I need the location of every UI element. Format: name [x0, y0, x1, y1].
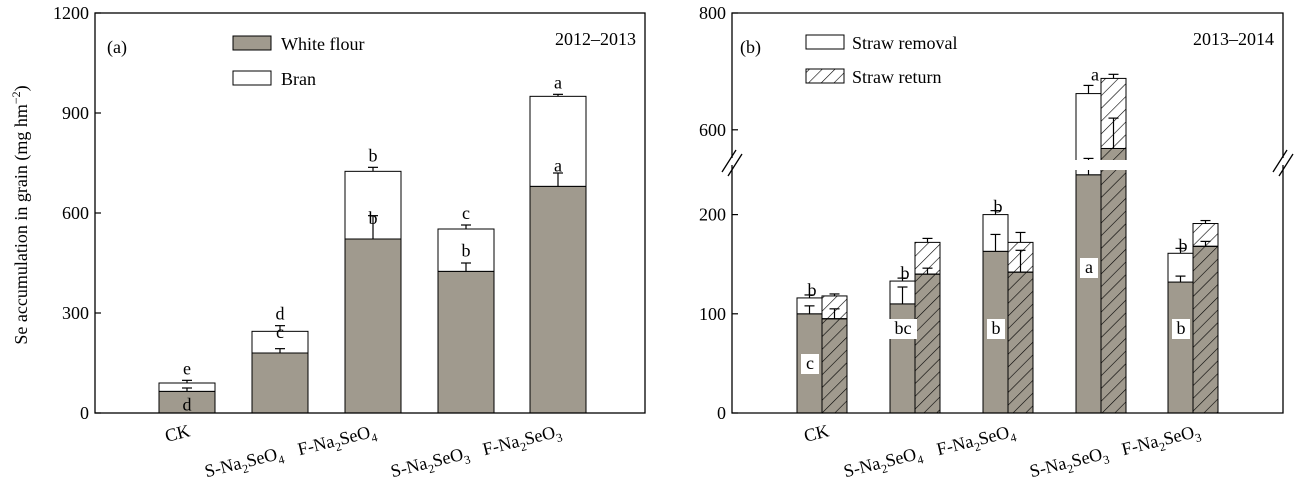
x-tick-label: CK [802, 420, 831, 445]
y-tick-label: 0 [80, 403, 89, 423]
y-tick-label: 1200 [53, 3, 89, 23]
legend-swatch-white-flour [232, 35, 272, 51]
axis-break-mark-right [1272, 149, 1288, 173]
axis-break-mark-left [721, 149, 737, 173]
x-tick-label: F-Na2SeO4 [296, 420, 379, 463]
y-tick-label: 600 [62, 203, 89, 223]
y-tick-label: 600 [699, 120, 726, 140]
bar-white-flour [344, 238, 402, 414]
sig-letter-white-flour: a [554, 155, 562, 175]
sig-letter-flour-bg [801, 354, 819, 374]
y-tick-label: 0 [717, 403, 726, 423]
sig-letter-white-flour: c [276, 322, 284, 342]
bar-white-flour [529, 185, 587, 414]
y-tick-label: 200 [699, 205, 726, 225]
sig-letter-flour-bg [889, 319, 917, 339]
sig-letter-white-flour: b [462, 240, 471, 260]
legend-swatch-straw-return [805, 68, 845, 84]
x-tick-label: S-Na2SeO3 [1028, 442, 1111, 482]
panel-b-legend: Straw removal Straw return [805, 33, 957, 87]
sig-letter-top: b [808, 280, 817, 300]
bar-removal-flour [1167, 281, 1194, 414]
legend-label-bran: Bran [281, 69, 316, 89]
bar-return-flour-hatch [1100, 147, 1127, 414]
sig-letter-bran: a [554, 72, 562, 92]
sig-letter-flour: c [806, 353, 814, 373]
axis-break-mark-left [727, 153, 743, 177]
sig-letter-bran: c [462, 203, 470, 223]
bar-return-flour-hatch [914, 273, 941, 414]
panel-b-year: 2013–2014 [1193, 29, 1274, 49]
legend-swatch-bran [232, 70, 272, 86]
sig-letter-flour: bc [895, 318, 912, 338]
y-tick-label: 300 [62, 303, 89, 323]
panel-a-ylabel: Se accumulation in grain (mg hm−2) [9, 85, 32, 344]
axis-break-mark-right [1278, 153, 1294, 177]
sig-letter-flour: b [1177, 318, 1186, 338]
sig-letter-flour-bg [1080, 258, 1098, 278]
sig-letter-top: a [1091, 64, 1099, 84]
panel-b-label: (b) [740, 37, 761, 58]
x-tick-label: F-Na2SeO3 [481, 420, 564, 463]
panel-b-frame-lower [731, 165, 1284, 414]
y-tick-label: 900 [62, 103, 89, 123]
sig-letter-bran: e [183, 358, 191, 378]
legend-swatch-straw-removal [805, 34, 845, 50]
sig-letter-top: b [994, 197, 1003, 217]
sig-letter-bran: b [369, 145, 378, 165]
axis-break-band [1060, 160, 1150, 170]
sig-letter-white-flour: d [183, 394, 192, 414]
sig-letter-flour: a [1085, 257, 1093, 277]
bar-bran [529, 95, 587, 187]
bar-removal-flour [1075, 174, 1102, 414]
panel-a-label: (a) [107, 37, 127, 58]
legend-label-straw-removal: Straw removal [852, 33, 957, 53]
x-tick-label: S-Na2SeO3 [389, 442, 472, 482]
sig-letter-white-flour: b [369, 208, 378, 228]
sig-letter-top: b [1179, 235, 1188, 255]
sig-letter-flour-bg [1172, 319, 1190, 339]
sig-letter-flour: b [992, 318, 1001, 338]
panel-b-frame-upper [731, 12, 1284, 158]
bar-white-flour [251, 352, 309, 414]
legend-label-white-flour: White flour [281, 34, 364, 54]
x-tick-label: CK [163, 420, 192, 445]
x-tick-label: S-Na2SeO4 [842, 442, 925, 482]
bar-return-flour-hatch [1192, 245, 1219, 414]
x-tick-label: F-Na2SeO3 [1120, 420, 1203, 463]
sig-letter-bran: d [276, 304, 285, 324]
panel-a-legend: White flour Bran [232, 34, 364, 89]
legend-label-straw-return: Straw return [852, 67, 941, 87]
panel-a-year: 2012–2013 [555, 29, 636, 49]
y-tick-label: 100 [699, 304, 726, 324]
sig-letter-top: b [901, 263, 910, 283]
bar-return-flour-hatch [1007, 271, 1034, 414]
y-tick-label: 800 [699, 3, 726, 23]
x-tick-label: S-Na2SeO4 [203, 442, 286, 482]
bar-white-flour [437, 270, 495, 414]
x-tick-label: F-Na2SeO4 [935, 420, 1018, 463]
bar-return-flour-hatch [821, 318, 848, 414]
sig-letter-flour-bg [987, 319, 1005, 339]
